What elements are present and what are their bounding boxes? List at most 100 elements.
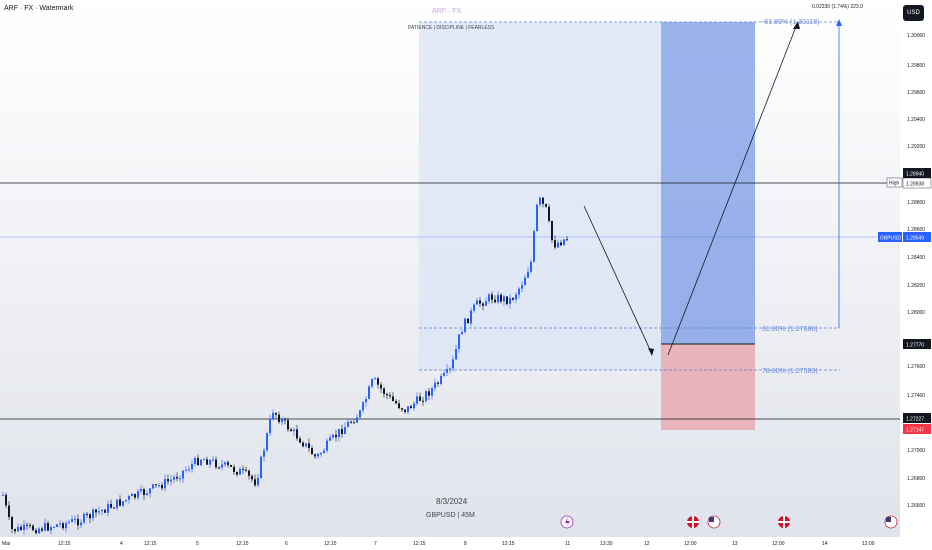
time-axis[interactable]: Mar 12:15 4 12:15 5 12:15 6 12:15 7 12:1… (2, 541, 875, 547)
candle-body (386, 393, 388, 396)
candle-body (470, 310, 472, 324)
candles (2, 196, 568, 535)
candle-body (41, 528, 43, 531)
candle-body (428, 391, 430, 396)
candle-body (539, 197, 541, 205)
candle-body (35, 530, 37, 534)
candle-body (284, 419, 286, 421)
candle-body (512, 297, 514, 300)
candle-body (389, 395, 391, 397)
arrow-down[interactable] (583, 205, 653, 355)
candle-body (398, 403, 400, 409)
arrow-up[interactable] (667, 23, 798, 356)
candle-body (11, 517, 13, 530)
candle-body (449, 368, 451, 370)
candle-body (23, 524, 25, 530)
high-tag-text: High (889, 181, 900, 187)
candle-body (68, 521, 70, 523)
price-tick: 1.27400 (907, 393, 925, 399)
candle-body (185, 469, 187, 471)
candle-body (92, 509, 94, 519)
candle-body (452, 359, 454, 369)
candle-body (116, 499, 118, 509)
candle-body (218, 467, 220, 469)
candle-body (8, 505, 10, 518)
stop-zone[interactable] (661, 344, 755, 430)
candle-body (425, 391, 427, 402)
candle-body (341, 428, 343, 435)
fib-zone[interactable] (419, 22, 661, 370)
candle-body (227, 462, 229, 465)
candle-body (533, 231, 535, 262)
candle-body (260, 456, 262, 478)
candle-body (2, 494, 4, 496)
price-axis[interactable]: 1.30000 1.29800 1.29600 1.29400 1.29200 … (907, 33, 925, 509)
candle-body (155, 484, 157, 486)
flag-us-icon[interactable] (884, 515, 898, 529)
high-line-price-text: 1.28940 (906, 172, 924, 178)
candle-body (410, 406, 412, 409)
candle-body (302, 442, 304, 447)
measure-readout: 0.02230 (1.74%) 223.0 (812, 4, 863, 10)
candle-body (326, 440, 328, 451)
candle-body (56, 524, 58, 527)
candle-body (194, 457, 196, 465)
candle-body (176, 476, 178, 479)
candle-body (521, 285, 523, 289)
price-tick: 1.28400 (907, 255, 925, 261)
price-tick: 1.30000 (907, 33, 925, 39)
symbol-tag (878, 232, 902, 242)
candle-body (440, 375, 442, 384)
candle-body (53, 526, 55, 528)
candle-body (212, 459, 214, 461)
currency-button[interactable]: USD (903, 5, 924, 21)
price-tick: 1.29800 (907, 63, 925, 69)
time-tick: 8 (464, 541, 467, 547)
price-axis-panel (900, 0, 932, 550)
candle-body (83, 513, 85, 523)
candle-body (110, 503, 112, 508)
candle-body (485, 301, 487, 306)
candle-body (236, 471, 238, 475)
candle-body (281, 419, 283, 423)
candle-body (26, 524, 28, 526)
event-lightning-icon[interactable] (560, 515, 574, 529)
candle-body (29, 525, 31, 527)
fib-label-low: 78.60% (1.27583) (762, 368, 818, 375)
candle-body (125, 499, 127, 502)
candle-body (263, 450, 265, 457)
flag-gb-icon[interactable] (778, 516, 790, 528)
candle-body (191, 464, 193, 470)
candle-body (197, 457, 199, 466)
candle-body (221, 464, 223, 468)
candle-body (458, 334, 460, 349)
candle-body (479, 300, 481, 304)
time-tick: 6 (285, 541, 288, 547)
candle-body (527, 271, 529, 278)
arrow-up-head-icon (793, 21, 800, 29)
candle-body (392, 396, 394, 401)
candle-body (515, 294, 517, 300)
candle-body (374, 378, 376, 380)
candle-body (200, 459, 202, 466)
flag-gb-icon[interactable] (687, 516, 699, 528)
candle-body (248, 470, 250, 476)
candle-body (167, 479, 169, 482)
candle-body (530, 261, 532, 272)
candle-body (335, 434, 337, 438)
flag-us-icon[interactable] (707, 515, 721, 529)
candle-body (242, 468, 244, 470)
candle-body (206, 459, 208, 465)
candle-body (317, 453, 319, 457)
candle-body (416, 396, 418, 404)
candle-body (251, 475, 253, 480)
candle-body (446, 369, 448, 373)
time-tick: 12:15 (324, 541, 337, 547)
candle-body (278, 414, 280, 423)
price-tick: 1.27600 (907, 364, 925, 370)
candle-body (182, 470, 184, 479)
candle-body (17, 526, 19, 532)
candle-body (536, 204, 538, 232)
